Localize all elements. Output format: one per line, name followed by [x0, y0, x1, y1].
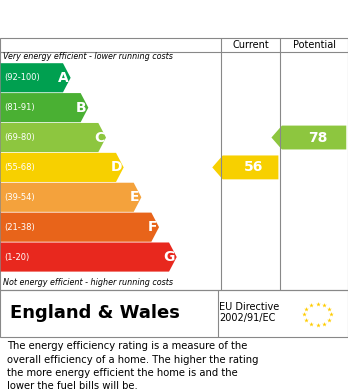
Polygon shape	[1, 63, 71, 92]
Text: (1-20): (1-20)	[4, 253, 30, 262]
Polygon shape	[1, 213, 159, 242]
Text: 78: 78	[308, 131, 327, 145]
Text: (69-80): (69-80)	[4, 133, 35, 142]
Text: F: F	[148, 220, 157, 234]
Text: Energy Efficiency Rating: Energy Efficiency Rating	[10, 10, 239, 28]
Polygon shape	[1, 242, 177, 272]
Text: (55-68): (55-68)	[4, 163, 35, 172]
Text: (39-54): (39-54)	[4, 193, 35, 202]
Text: Current: Current	[232, 40, 269, 50]
Text: (81-91): (81-91)	[4, 103, 35, 112]
Polygon shape	[1, 123, 106, 152]
Text: E: E	[130, 190, 140, 204]
Text: B: B	[76, 100, 87, 115]
Text: G: G	[164, 250, 175, 264]
Text: England & Wales: England & Wales	[10, 305, 180, 323]
Text: C: C	[94, 131, 104, 145]
Polygon shape	[1, 153, 124, 182]
Polygon shape	[271, 126, 346, 149]
Text: Potential: Potential	[293, 40, 335, 50]
Text: Very energy efficient - lower running costs: Very energy efficient - lower running co…	[3, 52, 173, 61]
Text: Not energy efficient - higher running costs: Not energy efficient - higher running co…	[3, 278, 174, 287]
Polygon shape	[1, 93, 88, 122]
Text: A: A	[58, 71, 69, 85]
Polygon shape	[1, 183, 141, 212]
Text: (21-38): (21-38)	[4, 222, 35, 231]
Text: (92-100): (92-100)	[4, 73, 40, 82]
Text: The energy efficiency rating is a measure of the
overall efficiency of a home. T: The energy efficiency rating is a measur…	[7, 341, 259, 391]
Text: D: D	[110, 160, 122, 174]
Polygon shape	[212, 156, 278, 179]
Text: EU Directive
2002/91/EC: EU Directive 2002/91/EC	[219, 302, 279, 323]
Text: 56: 56	[244, 160, 264, 174]
